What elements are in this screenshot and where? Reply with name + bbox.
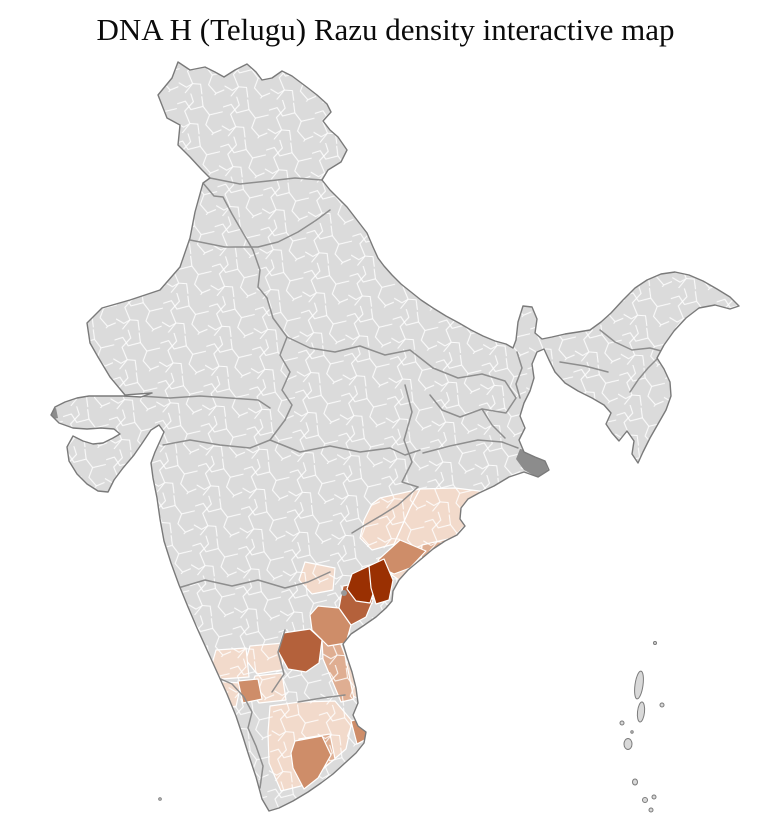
island	[630, 730, 634, 734]
state-borders	[139, 177, 666, 789]
island	[653, 641, 657, 645]
island	[158, 797, 162, 801]
district-shape[interactable]	[368, 558, 394, 605]
island-chain	[158, 641, 665, 813]
island	[632, 778, 638, 786]
island	[636, 701, 646, 723]
island	[659, 702, 665, 708]
island	[642, 797, 648, 803]
island	[648, 807, 654, 813]
district-shape[interactable]	[237, 678, 263, 704]
map-title: DNA H (Telugu) Razu density interactive …	[96, 12, 675, 47]
lake-fleck	[341, 590, 347, 596]
district-shape[interactable]	[290, 735, 332, 790]
district-shape[interactable]	[277, 628, 323, 673]
island	[651, 794, 657, 800]
island	[619, 720, 625, 726]
island	[623, 738, 633, 750]
density-level-5-districts[interactable]	[346, 558, 394, 605]
island	[634, 670, 644, 700]
